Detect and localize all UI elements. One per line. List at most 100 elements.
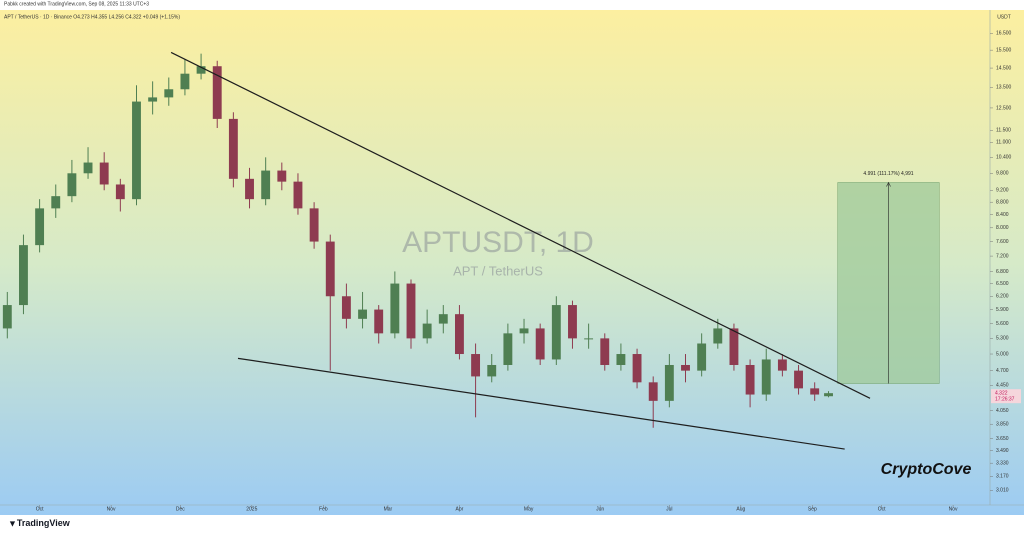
target-label: 4.991 (111.17%) 4,991 bbox=[863, 171, 913, 177]
y-tick-label: 15.500 bbox=[996, 47, 1012, 53]
y-tick-label: 12.500 bbox=[996, 105, 1012, 111]
candle-body bbox=[51, 196, 61, 209]
candle-body bbox=[471, 354, 481, 377]
x-tick-label: Mar bbox=[384, 506, 393, 512]
candle-body bbox=[374, 309, 384, 334]
y-tick-label: 7.200 bbox=[996, 253, 1009, 259]
candle-body bbox=[729, 328, 739, 365]
candle-body bbox=[616, 354, 626, 365]
candle-body bbox=[697, 343, 707, 371]
x-tick-label: Nov bbox=[107, 506, 116, 512]
candle-body bbox=[713, 328, 723, 344]
watermark-subtitle: APT / TetherUS bbox=[453, 263, 543, 278]
candle-body bbox=[824, 393, 833, 397]
candle-body bbox=[148, 97, 158, 102]
candle-body bbox=[777, 359, 787, 371]
y-tick-label: 10.400 bbox=[996, 155, 1012, 161]
candle-body bbox=[761, 359, 771, 395]
y-tick-label: 4.450 bbox=[996, 383, 1009, 389]
candle-body bbox=[810, 388, 820, 395]
candle-body bbox=[600, 338, 610, 365]
y-tick-label: 5.600 bbox=[996, 321, 1009, 327]
candle-body bbox=[164, 89, 174, 98]
footer-logo: ▼TradingView bbox=[8, 518, 71, 528]
y-tick-label: 8.000 bbox=[996, 225, 1009, 231]
candle-body bbox=[454, 314, 464, 355]
candle-body bbox=[681, 364, 690, 371]
candle-body bbox=[196, 66, 206, 74]
symbol-line: APT / TetherUS · 1D · Binance O4.273 H4.… bbox=[4, 14, 180, 20]
x-tick-label: Aug bbox=[736, 506, 745, 512]
candle-body bbox=[584, 338, 594, 340]
y-tick-label: 4.050 bbox=[996, 408, 1009, 414]
y-tick-label: 11.500 bbox=[996, 128, 1011, 134]
candle-body bbox=[83, 162, 93, 174]
candle-body bbox=[535, 328, 545, 360]
footer-logo-text: TradingView bbox=[17, 518, 71, 528]
y-tick-label: 9.200 bbox=[996, 188, 1009, 194]
candle-body bbox=[35, 208, 45, 246]
candle-body bbox=[277, 170, 287, 182]
candle-body bbox=[180, 73, 190, 90]
watermark-title: APTUSDT, 1D bbox=[402, 226, 594, 259]
candle-body bbox=[519, 328, 529, 334]
x-tick-label: Jul bbox=[666, 506, 672, 512]
y-tick-label: 3.650 bbox=[996, 436, 1009, 442]
candle-body bbox=[551, 305, 561, 360]
countdown: 17:26:37 bbox=[995, 396, 1015, 402]
candle-body bbox=[67, 173, 77, 197]
candle-body bbox=[2, 305, 12, 329]
trendline bbox=[237, 357, 845, 450]
y-tick-label: 8.800 bbox=[996, 200, 1009, 206]
candle-body bbox=[422, 323, 432, 339]
candle-body bbox=[358, 309, 367, 319]
x-tick-label: 2025 bbox=[246, 506, 257, 512]
candle-body bbox=[632, 354, 642, 383]
candle-body bbox=[503, 333, 513, 365]
brand-watermark: CryptoCove bbox=[881, 461, 972, 478]
x-tick-label: Dec bbox=[176, 506, 185, 512]
candle-body bbox=[325, 241, 335, 297]
last-price-label: 4.322 bbox=[995, 390, 1008, 396]
y-tick-label: 7.600 bbox=[996, 239, 1009, 245]
y-tick-label: 16.500 bbox=[996, 31, 1012, 37]
candle-body bbox=[212, 66, 222, 119]
y-tick-label: 3.850 bbox=[996, 422, 1009, 428]
candle-body bbox=[648, 382, 658, 401]
y-tick-label: 6.800 bbox=[996, 269, 1009, 275]
candle-body bbox=[487, 364, 497, 377]
target-arrowhead bbox=[886, 181, 891, 187]
candle-body bbox=[261, 170, 271, 200]
candle-body bbox=[309, 208, 319, 242]
candle-body bbox=[438, 314, 448, 324]
credit: Pabkk created with TradingView.com, Sep … bbox=[4, 1, 149, 7]
candle-body bbox=[245, 178, 254, 200]
y-tick-label: 4.700 bbox=[996, 368, 1009, 374]
x-tick-label: Sep bbox=[808, 506, 817, 512]
y-tick-label: 13.500 bbox=[996, 85, 1012, 91]
y-tick-label: 9.800 bbox=[996, 171, 1009, 177]
x-tick-label: May bbox=[524, 506, 534, 512]
y-tick-label: 5.900 bbox=[996, 307, 1009, 313]
x-tick-label: Nov bbox=[949, 506, 958, 512]
y-tick-label: 5.300 bbox=[996, 336, 1009, 342]
x-tick-label: Apr bbox=[456, 506, 464, 512]
candle-body bbox=[19, 245, 28, 306]
y-tick-label: 3.010 bbox=[996, 488, 1009, 494]
candle-body bbox=[390, 283, 400, 334]
candle-body bbox=[664, 364, 674, 401]
candle-body bbox=[293, 181, 303, 209]
y-tick-label: 8.400 bbox=[996, 212, 1009, 218]
trendline bbox=[170, 51, 871, 399]
candle-body bbox=[228, 118, 238, 179]
y-tick-label: 3.490 bbox=[996, 448, 1009, 454]
y-tick-label: 5.000 bbox=[996, 351, 1009, 357]
y-tick-label: 3.330 bbox=[996, 461, 1009, 467]
x-tick-label: Feb bbox=[319, 506, 328, 512]
candle-body bbox=[341, 296, 351, 319]
x-tick-label: Oct bbox=[878, 506, 886, 512]
candle-body bbox=[115, 184, 125, 200]
y-tick-label: 11.000 bbox=[996, 140, 1011, 146]
